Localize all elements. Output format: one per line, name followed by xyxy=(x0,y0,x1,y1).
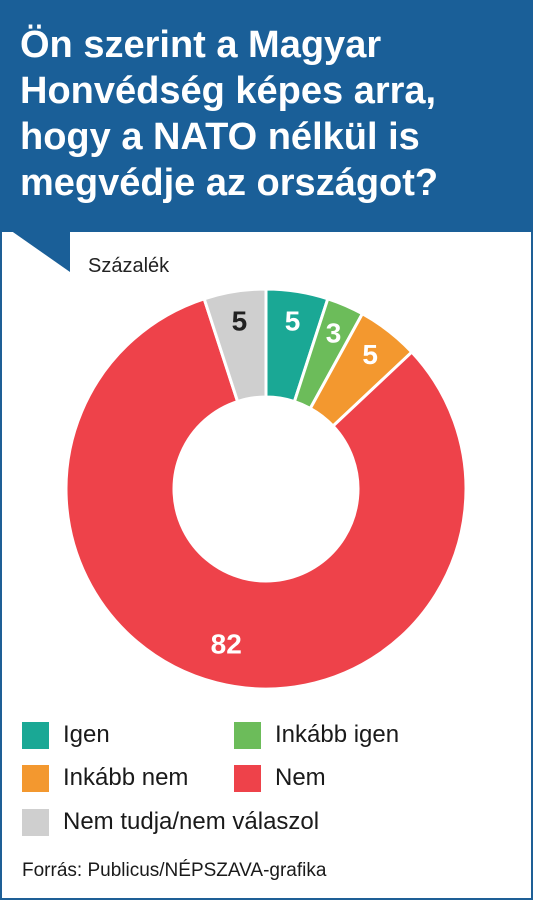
donut-value-label-2: 5 xyxy=(362,339,378,370)
callout-notch xyxy=(10,230,70,272)
donut-value-label-3: 82 xyxy=(211,628,242,659)
legend-item-inkabb-igen: Inkább igen xyxy=(234,718,399,752)
donut-slice-4 xyxy=(202,287,268,404)
legend-swatch-nem-tudja xyxy=(22,808,49,836)
unit-label: Százalék xyxy=(88,255,170,277)
legend-label-inkabb-igen: Inkább igen xyxy=(275,721,400,748)
source-note: Forrás: Publicus/NÉPSZAVA-grafika xyxy=(22,860,327,881)
legend-swatch-inkabb-nem xyxy=(22,764,49,792)
donut-value-label-0: 5 xyxy=(285,306,301,337)
donut-value-label-1: 3 xyxy=(326,317,342,348)
legend-item-inkabb-nem: Inkább nem xyxy=(22,761,188,795)
title-box: Ön szerint a Magyar Honvédség képes arra… xyxy=(0,0,533,232)
legend-label-nem-tudja: Nem tudja/nem válaszol xyxy=(63,808,320,835)
donut-slice-3 xyxy=(64,296,468,691)
legend-label-igen: Igen xyxy=(63,721,110,748)
legend-item-nem-tudja: Nem tudja/nem válaszol xyxy=(22,805,319,839)
legend-label-nem: Nem xyxy=(275,764,326,791)
legend-item-igen: Igen xyxy=(22,718,110,752)
chart-title: Ön szerint a Magyar Honvédség képes arra… xyxy=(20,24,439,204)
legend-swatch-inkabb-igen xyxy=(234,721,261,749)
legend-swatch-nem xyxy=(234,764,261,792)
legend-item-nem: Nem xyxy=(234,761,326,795)
legend-swatch-igen xyxy=(22,721,49,749)
legend-label-inkabb-nem: Inkább nem xyxy=(63,764,189,791)
donut-value-label-4: 5 xyxy=(232,306,248,337)
